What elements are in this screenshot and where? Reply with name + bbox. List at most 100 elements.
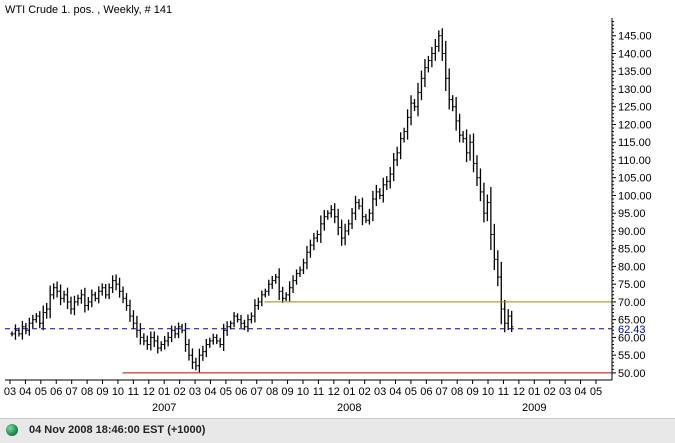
ohlc-bar bbox=[121, 286, 125, 304]
x-tick-label: 04 bbox=[19, 386, 31, 398]
x-tick-label: 01 bbox=[158, 386, 170, 398]
ohlc-bar bbox=[503, 299, 507, 333]
x-tick-label: 12 bbox=[328, 386, 340, 398]
y-tick-label: 110.00 bbox=[618, 155, 651, 167]
y-tick-label: 125.00 bbox=[618, 102, 652, 114]
ohlc-bar bbox=[229, 320, 233, 330]
ohlc-bar bbox=[90, 289, 94, 308]
ohlc-bar bbox=[374, 184, 378, 207]
ohlc-bar bbox=[138, 323, 142, 345]
ohlc-bar bbox=[308, 239, 313, 258]
ohlc-bar bbox=[371, 190, 375, 222]
ohlc-bar bbox=[506, 309, 510, 331]
ohlc-bar bbox=[367, 208, 372, 225]
ohlc-bar bbox=[142, 333, 146, 346]
ohlc-bar bbox=[93, 291, 97, 302]
x-tick-label: 05 bbox=[35, 386, 47, 398]
chart-title: WTI Crude 1. pos. , Weekly, # 141 bbox=[5, 4, 172, 16]
x-year-label: 2008 bbox=[337, 402, 361, 414]
ohlc-bar bbox=[152, 331, 156, 347]
ohlc-bar bbox=[156, 335, 160, 354]
ohlc-bar bbox=[312, 232, 316, 251]
ohlc-bar bbox=[76, 294, 80, 306]
status-timestamp: 04 Nov 2008 18:46:00 EST (+1000) bbox=[29, 424, 206, 436]
y-tick-label: 105.00 bbox=[618, 173, 652, 185]
y-tick-label: 115.00 bbox=[618, 137, 651, 149]
x-tick-label: 07 bbox=[436, 386, 448, 398]
y-tick-label: 90.00 bbox=[618, 226, 646, 238]
y-tick-label: 85.00 bbox=[618, 244, 646, 256]
y-tick-label: 75.00 bbox=[618, 279, 646, 291]
y-tick-label: 130.00 bbox=[618, 84, 652, 96]
ohlc-bar bbox=[416, 82, 420, 117]
x-tick-label: 07 bbox=[251, 386, 263, 398]
ohlc-bar bbox=[440, 28, 444, 61]
ohlc-bar bbox=[100, 283, 104, 296]
ohlc-bar bbox=[392, 152, 396, 182]
ohlc-bar bbox=[329, 205, 333, 218]
y-tick-label: 60.00 bbox=[618, 332, 646, 344]
ohlc-bar bbox=[412, 98, 417, 111]
ohlc-bar bbox=[208, 337, 212, 348]
ohlc-bar bbox=[381, 177, 385, 203]
y-tick-label: 140.00 bbox=[618, 48, 652, 60]
ohlc-bar bbox=[190, 348, 195, 370]
ohlc-bar bbox=[353, 195, 358, 220]
ohlc-bar bbox=[499, 261, 503, 325]
ohlc-bar bbox=[128, 299, 132, 322]
y-tick-label: 95.00 bbox=[618, 208, 646, 220]
x-tick-label: 02 bbox=[359, 386, 371, 398]
ohlc-bar bbox=[322, 209, 326, 231]
ohlc-bar bbox=[260, 290, 264, 307]
ohlc-bar bbox=[464, 129, 469, 163]
ohlc-bar bbox=[426, 55, 430, 73]
ohlc-bar bbox=[225, 321, 229, 336]
ohlc-bar bbox=[281, 286, 285, 303]
ohlc-bar bbox=[409, 95, 413, 126]
x-tick-label: 04 bbox=[389, 386, 401, 398]
x-tick-label: 05 bbox=[590, 386, 602, 398]
x-tick-label: 01 bbox=[528, 386, 540, 398]
ohlc-bar bbox=[10, 331, 14, 337]
x-tick-label: 12 bbox=[143, 386, 155, 398]
ohlc-bar bbox=[83, 287, 87, 313]
ohlc-bar bbox=[183, 322, 188, 352]
ohlc-bar bbox=[211, 333, 215, 345]
ohlc-bar bbox=[360, 197, 365, 226]
ohlc-bar bbox=[69, 296, 73, 315]
ohlc-bar bbox=[430, 46, 434, 68]
ohlc-bar bbox=[48, 285, 52, 319]
reference-line-label: 62.43 bbox=[618, 324, 646, 336]
y-tick-label: 50.00 bbox=[618, 368, 646, 380]
ohlc-bar bbox=[159, 341, 163, 352]
ohlc-bar bbox=[187, 339, 191, 361]
ohlc-bar bbox=[235, 313, 240, 323]
x-tick-label: 04 bbox=[204, 386, 216, 398]
reference-line-label-bg bbox=[616, 322, 652, 335]
ohlc-bar bbox=[315, 230, 319, 243]
x-tick-label: 11 bbox=[313, 386, 324, 398]
x-tick-label: 06 bbox=[50, 386, 62, 398]
ohlc-bar bbox=[149, 331, 153, 351]
ohlc-bar bbox=[114, 274, 118, 291]
ohlc-bar bbox=[343, 223, 347, 246]
x-tick-label: 03 bbox=[189, 386, 201, 398]
x-tick-label: 09 bbox=[281, 386, 293, 398]
y-tick-label: 100.00 bbox=[618, 190, 652, 202]
ohlc-bar bbox=[277, 268, 281, 301]
ohlc-bar bbox=[58, 284, 63, 306]
ohlc-bar bbox=[350, 208, 354, 230]
ohlc-bar bbox=[176, 322, 181, 339]
ohlc-bar bbox=[288, 281, 292, 302]
ohlc-bar bbox=[378, 188, 382, 200]
x-tick-label: 07 bbox=[66, 386, 78, 398]
ohlc-bar bbox=[357, 199, 361, 210]
ohlc-bar bbox=[478, 168, 483, 202]
ohlc-bar bbox=[180, 323, 184, 334]
ohlc-bar bbox=[294, 269, 299, 285]
x-tick-label: 01 bbox=[343, 386, 355, 398]
ohlc-bar bbox=[423, 59, 427, 88]
x-tick-label: 06 bbox=[420, 386, 432, 398]
ohlc-bar bbox=[447, 68, 451, 110]
y-tick-label: 145.00 bbox=[618, 31, 652, 43]
